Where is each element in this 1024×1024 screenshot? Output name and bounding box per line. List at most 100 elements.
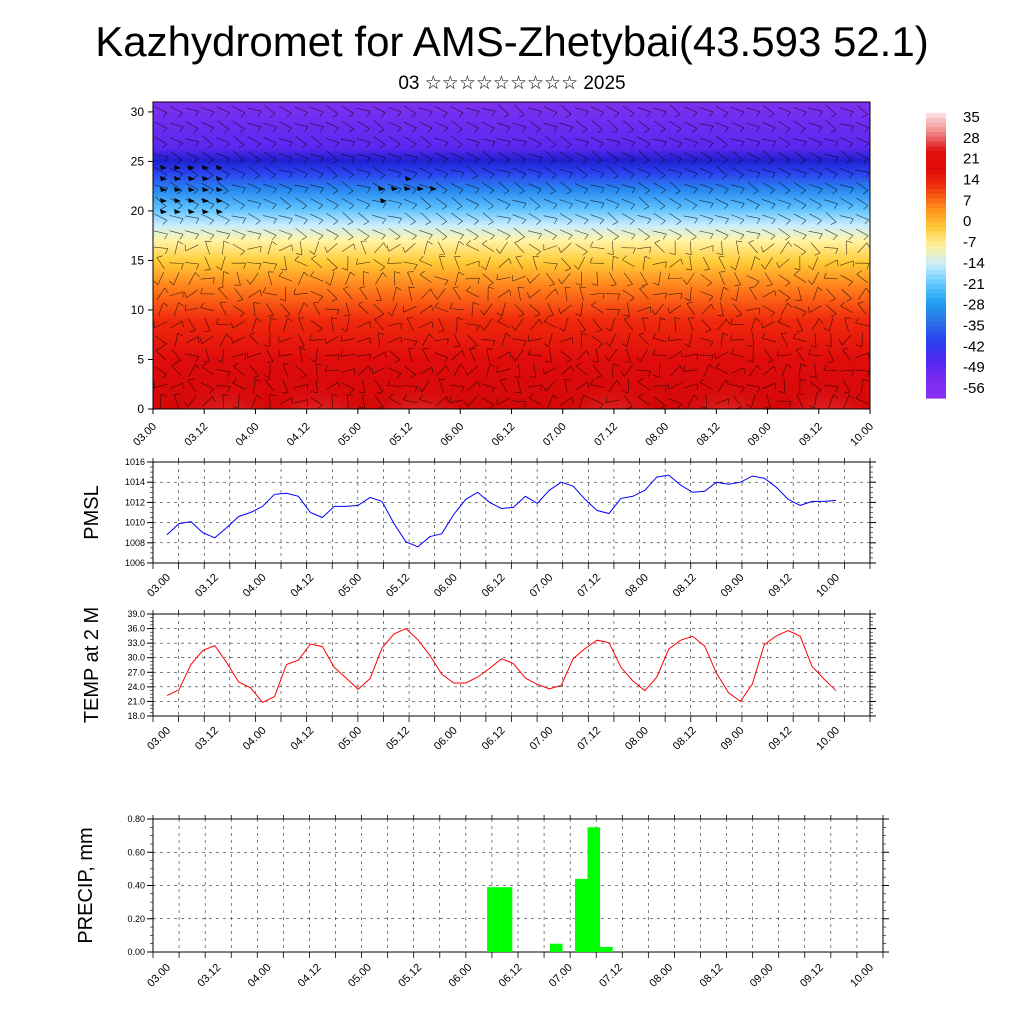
wind-flag [216, 198, 223, 203]
pmsl-panel-ylabel: PMSL [81, 485, 103, 539]
precip-panel-x-tick-label: 06.12 [497, 962, 525, 990]
precip-panel-x-tick-label: 07.12 [597, 962, 625, 990]
section-x-tick-label: 05.12 [387, 421, 415, 449]
colorbar-label: -7 [963, 234, 976, 251]
colorbar-swatch [926, 151, 946, 157]
colorbar-swatch [926, 165, 946, 171]
pmsl-panel-x-tick-label: 07.12 [575, 572, 603, 600]
precip-panel-frame [152, 818, 884, 953]
wind-flag [160, 187, 167, 192]
temp-panel-x-tick-label: 03.00 [145, 725, 173, 753]
pmsl-panel-y-tick-label: 1008 [125, 538, 145, 548]
wind-flag [391, 186, 398, 191]
wind-flag [174, 187, 181, 192]
precip-panel-y-tick-label: 0.60 [127, 847, 145, 857]
temp-series-line [166, 628, 837, 704]
section-x-tick-label: 09.12 [797, 421, 825, 449]
wind-flag [202, 187, 209, 192]
wind-flag [216, 187, 223, 192]
precip-bar [549, 943, 563, 952]
warm-core [378, 364, 459, 409]
colorbar-swatch [926, 393, 946, 399]
precip-panel-y-tick-label: 0.20 [127, 914, 145, 924]
wind-flag [174, 176, 181, 181]
colorbar-swatch [926, 170, 946, 176]
section-x-tick-label: 09.00 [746, 421, 774, 449]
pmsl-panel-x-tick-label: 09.12 [766, 572, 794, 600]
colorbar-swatch [926, 379, 946, 385]
colorbar-label: 21 [963, 151, 980, 168]
pmsl-panel-y-tick-label: 1014 [125, 477, 145, 487]
colorbar-swatch [926, 331, 946, 337]
precip-panel-x-tick-label: 04.00 [246, 962, 274, 990]
pmsl-panel-frame [152, 461, 871, 564]
precip-panel-x-tick-label: 06.00 [446, 962, 474, 990]
temp-panel-y-tick-label: 24.0 [127, 682, 145, 692]
temp-panel-x-tick-label: 03.12 [193, 725, 221, 753]
section-y-tick-label: 5 [137, 352, 144, 366]
precip-panel-x-tick-label: 08.12 [698, 962, 726, 990]
wind-flag [216, 176, 223, 181]
wind-flag [404, 186, 411, 191]
wind-flag [160, 165, 167, 170]
pmsl-panel-y-tick-label: 1016 [125, 457, 145, 467]
section-overlay [153, 104, 870, 409]
temp-panel-y-tick-label: 27.0 [127, 667, 145, 677]
wind-flag [417, 186, 424, 191]
colorbar-label: -35 [963, 317, 985, 334]
temp-panel-x-tick-label: 09.12 [766, 725, 794, 753]
colorbar-swatch [926, 127, 946, 133]
colorbar-label: -21 [963, 276, 985, 293]
page-title: Kazhydromet for AMS-Zhetybai(43.593 52.1… [95, 18, 929, 65]
colorbar-swatch [926, 174, 946, 181]
section-y-tick-label: 10 [131, 303, 145, 317]
wind-barbs [153, 104, 870, 409]
colorbar-swatch [926, 383, 946, 390]
colorbar-swatch [926, 193, 946, 200]
precip-panel-x-tick-label: 03.00 [145, 962, 173, 990]
colorbar-swatch [926, 274, 946, 280]
colorbar-swatch [926, 317, 946, 323]
pmsl-panel-x-tick-label: 04.12 [289, 572, 317, 600]
temp-panel-x-tick-label: 05.12 [384, 725, 412, 753]
temp-panel-x-tick-label: 07.12 [575, 725, 603, 753]
precip-panel-x-tick-label: 07.00 [547, 962, 575, 990]
precip-bar [600, 947, 613, 952]
precip-panel: 0.00 0.20 0.40 0.60 0.80 PRECIP, mm 03.00 03.12… [75, 814, 889, 990]
colorbar-swatch [926, 336, 946, 342]
wind-flag [202, 176, 209, 181]
colorbar-swatch [926, 179, 946, 185]
colorbar-swatch [926, 298, 946, 304]
section-x-tick-label: 07.12 [592, 421, 620, 449]
colorbar-swatch [926, 269, 946, 276]
section-y-tick-label: 20 [131, 204, 145, 218]
temp-panel-x-tick-label: 04.00 [241, 725, 269, 753]
colorbar-swatch [926, 364, 946, 371]
temp-panel-x-tick-label: 06.12 [480, 725, 508, 753]
wind-flag [188, 187, 195, 192]
pmsl-panel-x-tick-label: 07.00 [527, 572, 555, 600]
colorbar-swatch [926, 293, 946, 299]
colorbar-label: 0 [963, 213, 971, 230]
temp-panel-y-tick-label: 33.0 [127, 638, 145, 648]
temp-panel-y-tick-label: 39.0 [127, 609, 145, 619]
precip-panel-y-tick-label: 0.40 [127, 881, 145, 891]
colorbar-swatch [926, 184, 946, 190]
colorbar-swatch [926, 288, 946, 295]
section-y-tick-label: 15 [131, 253, 145, 267]
colorbar-label: 7 [963, 192, 971, 209]
colorbar-swatch [926, 160, 946, 166]
colorbar-label: 28 [963, 130, 980, 147]
colorbar-swatch [926, 217, 946, 223]
colorbar-swatch [926, 374, 946, 380]
colorbar-swatch [926, 369, 946, 375]
colorbar-label: -42 [963, 338, 985, 355]
colorbar-label: -56 [963, 380, 985, 397]
colorbar-swatch [926, 136, 946, 143]
colorbar-swatch [926, 203, 946, 209]
cross-section-panel: 0 5 10 15 20 25 30 03.00 03.12 04.00 04.12 05.00 05.… [131, 101, 876, 449]
wind-flag [202, 198, 209, 203]
colorbar-swatch [926, 250, 946, 257]
section-x-tick-label: 10.00 [848, 421, 876, 449]
section-y-tick-label: 0 [137, 402, 144, 416]
